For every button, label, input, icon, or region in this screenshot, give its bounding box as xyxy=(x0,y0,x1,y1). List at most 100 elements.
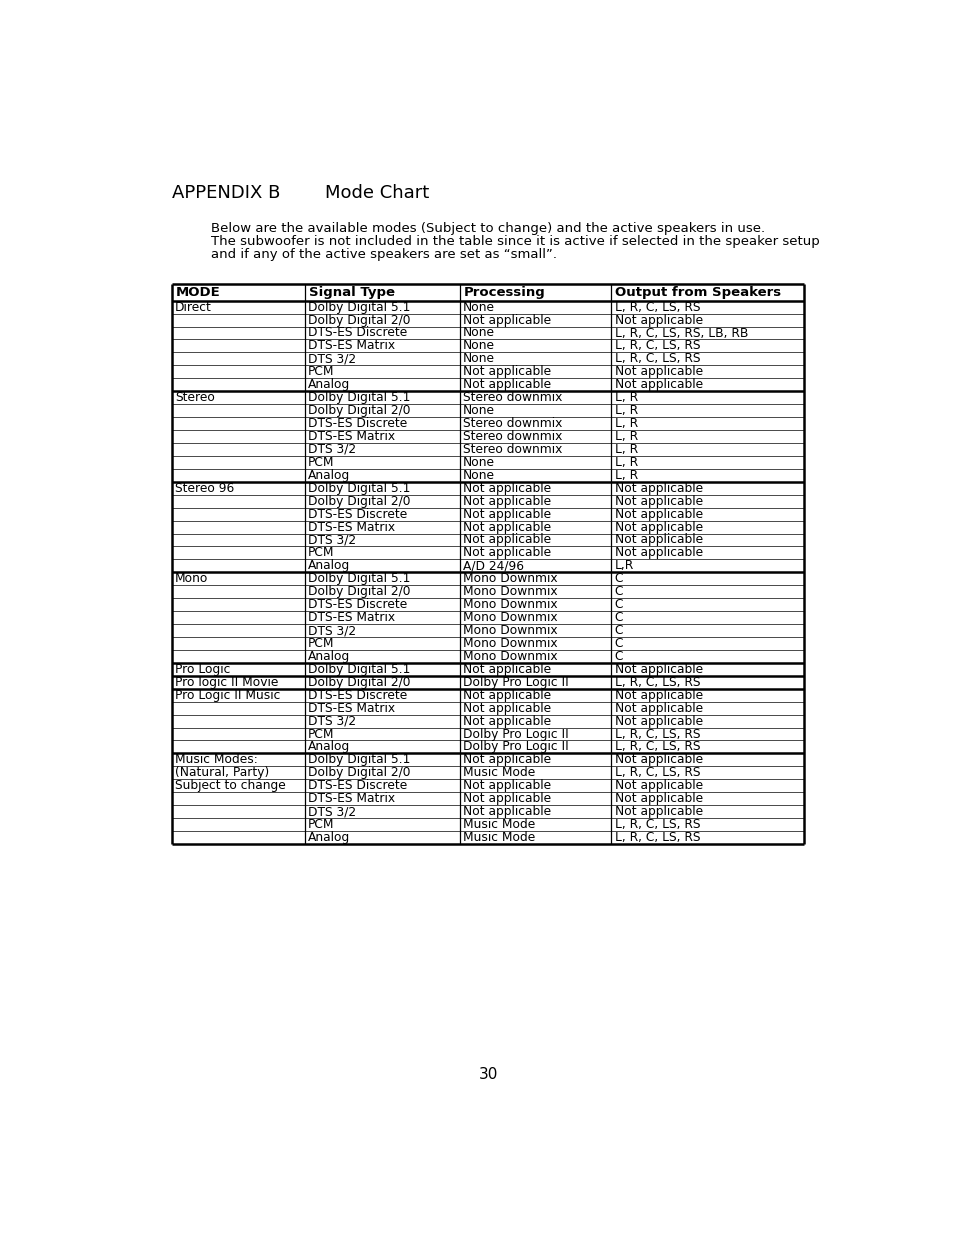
Text: Not applicable: Not applicable xyxy=(462,508,550,521)
Text: L, R: L, R xyxy=(614,417,637,430)
Text: Dolby Digital 2/0: Dolby Digital 2/0 xyxy=(308,585,410,598)
Text: Dolby Digital 2/0: Dolby Digital 2/0 xyxy=(308,404,410,417)
Text: Music Modes:: Music Modes: xyxy=(174,753,257,767)
Text: DTS 3/2: DTS 3/2 xyxy=(308,534,355,546)
Text: Not applicable: Not applicable xyxy=(462,701,550,715)
Text: Analog: Analog xyxy=(308,378,350,391)
Text: PCM: PCM xyxy=(308,818,334,831)
Text: Dolby Pro Logic II: Dolby Pro Logic II xyxy=(462,741,568,753)
Text: Not applicable: Not applicable xyxy=(462,792,550,805)
Text: Dolby Digital 5.1: Dolby Digital 5.1 xyxy=(308,753,410,767)
Text: Analog: Analog xyxy=(308,469,350,482)
Text: Not applicable: Not applicable xyxy=(462,753,550,767)
Text: Not applicable: Not applicable xyxy=(614,495,702,508)
Text: A/D 24/96: A/D 24/96 xyxy=(462,559,523,572)
Text: C: C xyxy=(614,624,622,637)
Text: The subwoofer is not included in the table since it is active if selected in the: The subwoofer is not included in the tab… xyxy=(211,235,819,248)
Text: Not applicable: Not applicable xyxy=(614,805,702,818)
Text: Dolby Digital 5.1: Dolby Digital 5.1 xyxy=(308,391,410,404)
Text: Below are the available modes (Subject to change) and the active speakers in use: Below are the available modes (Subject t… xyxy=(211,222,764,235)
Text: Not applicable: Not applicable xyxy=(614,792,702,805)
Text: L, R, C, LS, RS: L, R, C, LS, RS xyxy=(614,818,700,831)
Text: Not applicable: Not applicable xyxy=(462,715,550,727)
Text: Not applicable: Not applicable xyxy=(462,520,550,534)
Text: Pro Logic: Pro Logic xyxy=(174,663,231,676)
Text: Not applicable: Not applicable xyxy=(462,366,550,378)
Text: DTS-ES Discrete: DTS-ES Discrete xyxy=(308,508,407,521)
Text: Not applicable: Not applicable xyxy=(614,779,702,793)
Text: Not applicable: Not applicable xyxy=(462,779,550,793)
Text: DTS 3/2: DTS 3/2 xyxy=(308,352,355,366)
Text: DTS-ES Discrete: DTS-ES Discrete xyxy=(308,598,407,611)
Text: Not applicable: Not applicable xyxy=(614,314,702,326)
Text: L, R: L, R xyxy=(614,469,637,482)
Text: Not applicable: Not applicable xyxy=(614,753,702,767)
Text: None: None xyxy=(462,404,495,417)
Text: Pro logic II Movie: Pro logic II Movie xyxy=(174,676,278,689)
Text: Not applicable: Not applicable xyxy=(614,378,702,391)
Text: Not applicable: Not applicable xyxy=(614,366,702,378)
Text: Pro Logic II Music: Pro Logic II Music xyxy=(174,689,280,701)
Text: Not applicable: Not applicable xyxy=(614,482,702,495)
Text: Not applicable: Not applicable xyxy=(462,663,550,676)
Text: None: None xyxy=(462,352,495,366)
Text: Music Mode: Music Mode xyxy=(462,767,535,779)
Text: L, R: L, R xyxy=(614,404,637,417)
Text: MODE: MODE xyxy=(175,287,220,299)
Text: Mono Downmix: Mono Downmix xyxy=(462,585,557,598)
Text: Dolby Digital 2/0: Dolby Digital 2/0 xyxy=(308,495,410,508)
Text: Stereo downmix: Stereo downmix xyxy=(462,430,561,443)
Text: L, R, C, LS, RS: L, R, C, LS, RS xyxy=(614,741,700,753)
Text: L, R: L, R xyxy=(614,391,637,404)
Text: L, R: L, R xyxy=(614,456,637,469)
Text: Not applicable: Not applicable xyxy=(614,689,702,701)
Text: Music Mode: Music Mode xyxy=(462,818,535,831)
Text: Analog: Analog xyxy=(308,831,350,844)
Text: DTS-ES Matrix: DTS-ES Matrix xyxy=(308,701,395,715)
Text: Mono Downmix: Mono Downmix xyxy=(462,598,557,611)
Text: APPENDIX B: APPENDIX B xyxy=(172,184,280,203)
Text: L, R, C, LS, RS: L, R, C, LS, RS xyxy=(614,676,700,689)
Text: Dolby Digital 2/0: Dolby Digital 2/0 xyxy=(308,767,410,779)
Text: Not applicable: Not applicable xyxy=(462,534,550,546)
Text: None: None xyxy=(462,456,495,469)
Text: L, R: L, R xyxy=(614,430,637,443)
Text: C: C xyxy=(614,650,622,663)
Text: Not applicable: Not applicable xyxy=(614,508,702,521)
Text: Subject to change: Subject to change xyxy=(174,779,286,793)
Text: PCM: PCM xyxy=(308,727,334,741)
Text: DTS-ES Matrix: DTS-ES Matrix xyxy=(308,520,395,534)
Text: DTS-ES Matrix: DTS-ES Matrix xyxy=(308,430,395,443)
Text: PCM: PCM xyxy=(308,637,334,650)
Text: C: C xyxy=(614,611,622,624)
Text: DTS 3/2: DTS 3/2 xyxy=(308,443,355,456)
Text: DTS-ES Discrete: DTS-ES Discrete xyxy=(308,689,407,701)
Text: Output from Speakers: Output from Speakers xyxy=(615,287,781,299)
Text: PCM: PCM xyxy=(308,456,334,469)
Text: Mono Downmix: Mono Downmix xyxy=(462,650,557,663)
Text: 30: 30 xyxy=(478,1067,498,1082)
Text: DTS-ES Discrete: DTS-ES Discrete xyxy=(308,417,407,430)
Text: Dolby Digital 5.1: Dolby Digital 5.1 xyxy=(308,663,410,676)
Text: L, R, C, LS, RS: L, R, C, LS, RS xyxy=(614,727,700,741)
Text: DTS 3/2: DTS 3/2 xyxy=(308,715,355,727)
Text: PCM: PCM xyxy=(308,546,334,559)
Text: Mode Chart: Mode Chart xyxy=(324,184,429,203)
Text: Music Mode: Music Mode xyxy=(462,831,535,844)
Text: L, R, C, LS, RS: L, R, C, LS, RS xyxy=(614,767,700,779)
Text: Dolby Digital 5.1: Dolby Digital 5.1 xyxy=(308,300,410,314)
Text: Mono: Mono xyxy=(174,572,208,585)
Text: None: None xyxy=(462,340,495,352)
Text: Not applicable: Not applicable xyxy=(462,378,550,391)
Text: Analog: Analog xyxy=(308,650,350,663)
Text: Stereo downmix: Stereo downmix xyxy=(462,417,561,430)
Text: and if any of the active speakers are set as “small”.: and if any of the active speakers are se… xyxy=(211,248,557,262)
Text: C: C xyxy=(614,637,622,650)
Text: C: C xyxy=(614,572,622,585)
Text: Not applicable: Not applicable xyxy=(462,482,550,495)
Text: L, R, C, LS, RS, LB, RB: L, R, C, LS, RS, LB, RB xyxy=(614,326,747,340)
Text: Dolby Digital 2/0: Dolby Digital 2/0 xyxy=(308,314,410,326)
Text: Analog: Analog xyxy=(308,741,350,753)
Text: Not applicable: Not applicable xyxy=(462,805,550,818)
Text: Direct: Direct xyxy=(174,300,212,314)
